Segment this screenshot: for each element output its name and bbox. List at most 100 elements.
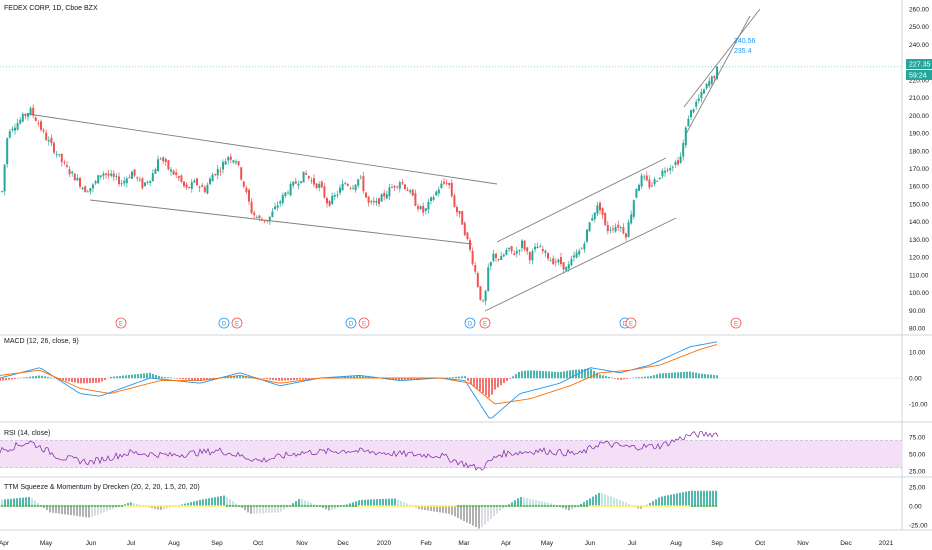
candle-body [162,157,165,162]
momentum-bar [481,506,483,528]
candle-body [60,153,63,163]
momentum-bar [115,506,117,508]
candle-body [105,173,107,175]
squeeze-dot [564,505,568,507]
squeeze-dot [228,505,232,507]
macd-histogram-bar [362,375,364,379]
candle-body [424,208,427,211]
momentum-bar [439,506,441,513]
momentum-bar [568,506,570,511]
macd-histogram-bar [665,373,667,379]
squeeze-dot [105,505,109,507]
candle-body [115,176,118,178]
time-tick-label: Jun [86,540,97,547]
candle-body [489,261,492,267]
macd-histogram-bar [341,376,343,379]
momentum-bar [25,497,27,507]
macd-histogram-bar [287,378,289,381]
rsi-line [0,431,719,471]
momentum-bar [694,490,696,507]
macd-histogram-bar [392,378,394,380]
candle-body [242,181,245,187]
event-marker-circle [345,317,357,329]
event-marker-dividend[interactable]: D [218,317,230,329]
momentum-bar [373,499,375,507]
macd-histogram-bar [311,378,313,379]
squeeze-dot [312,505,316,507]
squeeze-dot [693,505,697,507]
candle-body [131,171,133,179]
squeeze-dot [501,505,505,507]
candle-body [211,174,214,182]
momentum-bar [529,498,531,507]
event-marker-earnings[interactable]: E [358,317,370,329]
macd-histogram-bar [506,378,508,381]
momentum-bar [205,498,207,507]
momentum-bar [283,506,285,510]
event-marker-earnings[interactable]: E [730,317,742,329]
candle-body [414,193,417,206]
squeeze-dot [438,505,442,507]
event-marker-dividend[interactable]: D [345,317,357,329]
squeeze-dot [297,505,301,507]
candle-body [144,182,146,186]
event-marker-earnings[interactable]: E [115,317,127,329]
candle-body [586,229,588,242]
squeeze-dot [120,505,124,507]
event-marker-circle [730,317,742,329]
macd-histogram-bar [8,378,10,380]
macd-histogram-bar [530,370,532,379]
macd-line [0,341,718,419]
rsi-tick-label: 50.00 [909,452,926,459]
momentum-bar [598,492,600,507]
candle-body [73,173,76,181]
event-marker-dividend[interactable]: D [464,317,476,329]
momentum-bar [679,492,681,507]
candle-body [695,101,698,107]
momentum-bar [163,506,165,510]
macd-panel-title: MACD (12, 26, close, 9) [4,338,79,345]
price-tick-label: 180.00 [909,148,929,155]
candle-body [292,181,295,186]
candle-body [471,250,474,264]
momentum-bar [43,506,45,508]
candle-body [643,176,646,178]
trendlines[interactable] [0,8,902,312]
momentum-bar [502,506,504,509]
candle-body [495,253,497,258]
candle-body [302,171,305,183]
price-tick-label: 140.00 [909,219,929,226]
momentum-bar [562,506,564,509]
macd-histogram-bar [44,376,46,379]
squeeze-dot [444,505,448,507]
squeeze-dot [708,505,712,507]
macd-histogram-bar [5,378,7,381]
squeeze-dot [240,505,244,507]
event-marker-earnings[interactable]: E [625,317,637,329]
trendline-0 [27,113,498,185]
macd-histogram-bar [95,378,97,383]
macd-histogram-bar [188,378,190,380]
squeeze-dot [150,505,154,507]
candle-body [401,182,404,184]
macd-histogram-bar [515,374,517,379]
macd-histogram-bar [2,378,4,381]
momentum-bar [229,499,231,507]
squeeze-dot [684,505,688,507]
macd-histogram-bar [509,378,511,379]
candle-body [422,206,425,213]
event-marker-label: D [468,322,473,328]
macd-histogram-bar [497,378,499,388]
price-tick-label: 220.00 [909,77,929,84]
macd-histogram-bar [389,378,391,380]
event-marker-earnings[interactable]: E [479,317,491,329]
macd-histogram-bar [80,378,82,384]
candle-body [554,261,557,263]
candle-body [448,182,451,186]
event-marker-earnings[interactable]: E [231,317,243,329]
squeeze-dot [144,505,148,507]
macd-histogram-bar [125,375,127,379]
